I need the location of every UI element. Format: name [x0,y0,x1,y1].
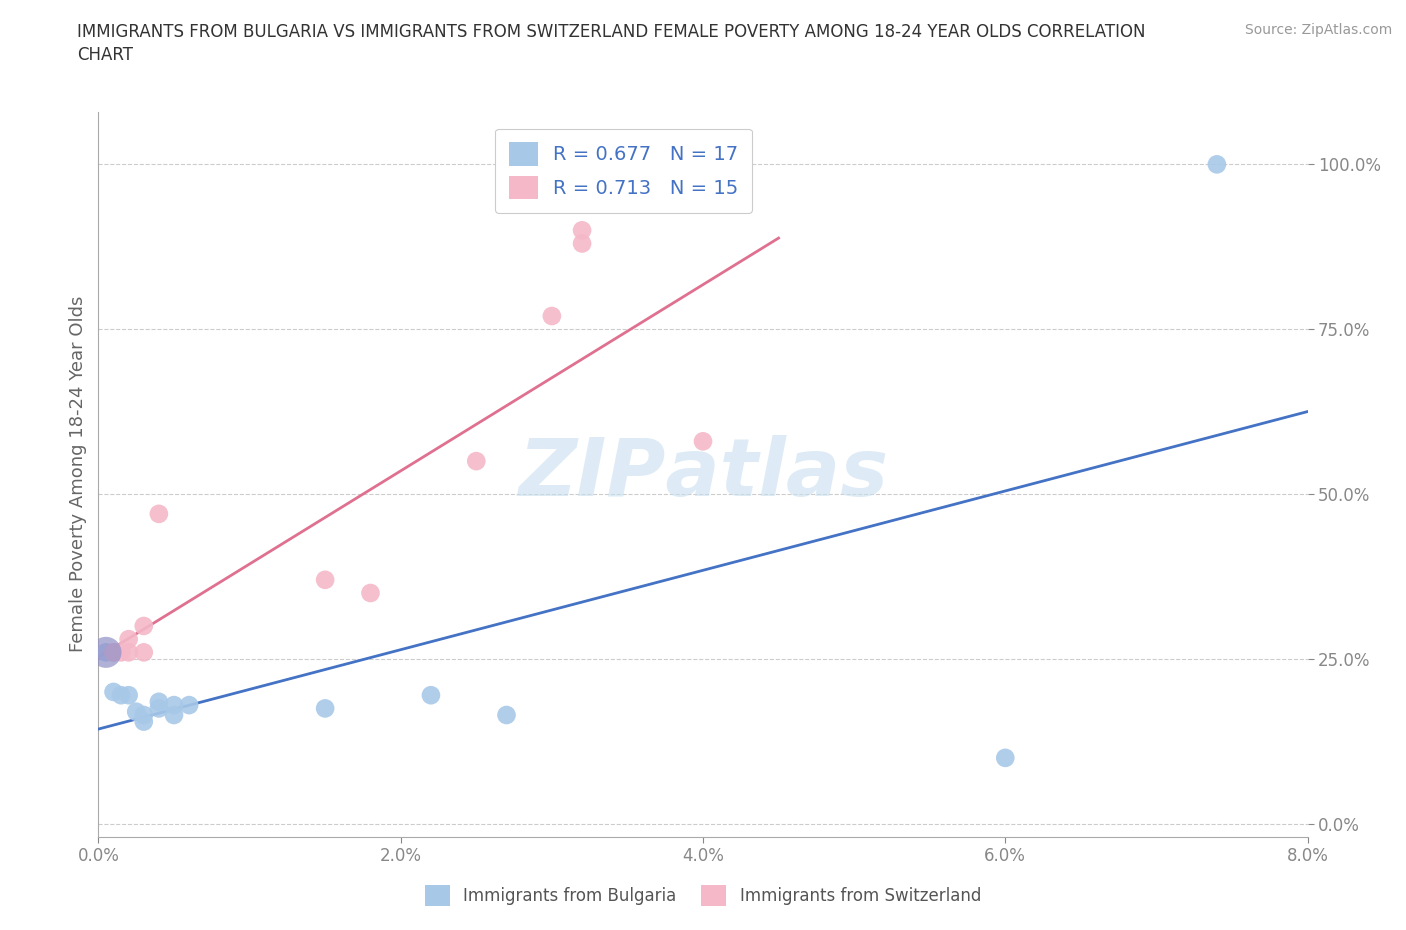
Point [360,586,382,601]
Text: ZIP​atlas: ZIP​atlas [517,435,889,513]
Point [540,309,562,324]
Point [571,223,593,238]
Point [314,701,336,716]
Point [110,688,132,703]
Point [420,688,443,703]
Point [1206,157,1229,172]
Point [103,644,125,659]
Point [571,236,593,251]
Y-axis label: Female Poverty Among 18-24 Year Olds: Female Poverty Among 18-24 Year Olds [69,296,87,653]
Point [132,714,155,729]
Point [125,704,148,719]
Point [495,708,517,723]
Point [465,454,488,469]
Legend: R = 0.677   N = 17, R = 0.713   N = 15: R = 0.677 N = 17, R = 0.713 N = 15 [495,128,752,213]
Point [132,618,155,633]
Point [994,751,1017,765]
Point [692,434,714,449]
Point [103,684,125,699]
Text: CHART: CHART [77,46,134,64]
Point [132,708,155,723]
Legend: Immigrants from Bulgaria, Immigrants from Switzerland: Immigrants from Bulgaria, Immigrants fro… [418,879,988,912]
Point [118,688,141,703]
Point [163,698,186,712]
Text: Source: ZipAtlas.com: Source: ZipAtlas.com [1244,23,1392,37]
Point [314,572,336,587]
Point [103,644,125,659]
Point [148,701,170,716]
Point [148,507,170,522]
Point [179,698,201,712]
Point [132,644,155,659]
Point [118,644,141,659]
Point [163,708,186,723]
Point [94,644,117,659]
Point [94,644,117,659]
Text: IMMIGRANTS FROM BULGARIA VS IMMIGRANTS FROM SWITZERLAND FEMALE POVERTY AMONG 18-: IMMIGRANTS FROM BULGARIA VS IMMIGRANTS F… [77,23,1146,41]
Point [110,644,132,659]
Point [118,631,141,646]
Point [148,695,170,710]
